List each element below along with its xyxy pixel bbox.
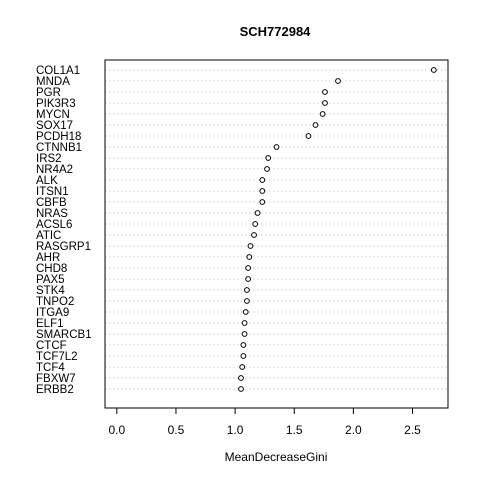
data-point <box>322 89 328 95</box>
category-label: NR4A2 <box>36 164 73 176</box>
category-label: PAX5 <box>36 274 65 286</box>
data-point <box>238 386 244 392</box>
data-point <box>241 331 248 337</box>
data-point <box>273 144 280 150</box>
data-points <box>238 67 437 392</box>
category-label: PCDH18 <box>36 131 81 143</box>
category-label: ATIC <box>36 230 61 242</box>
category-label: AHR <box>36 252 60 264</box>
data-point <box>252 221 259 227</box>
category-label: IRS2 <box>36 153 62 165</box>
category-label: FBXW7 <box>36 373 76 385</box>
data-point <box>240 342 247 348</box>
data-point <box>259 188 266 194</box>
category-label: STK4 <box>36 285 65 297</box>
data-point <box>259 199 266 205</box>
grid-lines <box>105 69 448 390</box>
category-label: SOX17 <box>36 120 73 132</box>
category-label: CBFB <box>36 197 67 209</box>
x-axis-label: MeanDecreaseGini <box>225 450 328 464</box>
data-point <box>239 364 246 370</box>
data-point <box>246 254 253 260</box>
category-label: TCF4 <box>36 362 65 374</box>
category-label: CTNNB1 <box>36 142 82 154</box>
x-tick-label: 1.0 <box>227 423 244 437</box>
x-tick-label: 1.5 <box>286 423 303 437</box>
category-label: MYCN <box>36 109 70 121</box>
data-point <box>430 67 437 73</box>
category-label: PGR <box>36 87 61 99</box>
category-label: ITGA9 <box>36 307 69 319</box>
x-tick-label: 2.5 <box>404 423 421 437</box>
data-point <box>247 243 254 249</box>
category-labels: COL1A1MNDAPGRPIK3R3MYCNSOX17PCDH18CTNNB1… <box>36 65 92 396</box>
data-point <box>242 309 249 315</box>
category-label: ERBB2 <box>36 384 74 396</box>
data-point <box>241 320 248 326</box>
category-label: TCF7L2 <box>36 351 78 363</box>
data-point <box>245 276 252 282</box>
category-label: NRAS <box>36 208 68 220</box>
category-label: RASGRP1 <box>36 241 91 253</box>
category-label: COL1A1 <box>36 65 80 77</box>
data-point <box>254 210 261 216</box>
data-point <box>312 122 319 128</box>
chart-title: SCH772984 <box>240 24 312 39</box>
data-point <box>251 232 257 238</box>
x-tick-label: 0.0 <box>108 423 125 437</box>
category-label: TNPO2 <box>36 296 74 308</box>
data-point <box>238 375 244 381</box>
category-label: ALK <box>36 175 58 187</box>
category-label: SMARCB1 <box>36 329 92 341</box>
data-point <box>305 133 312 139</box>
data-point <box>244 287 250 293</box>
category-label: CHD8 <box>36 263 67 275</box>
x-axis: 0.0 0.5 1.0 1.5 2.0 2.5 <box>108 407 421 437</box>
data-point <box>240 353 247 359</box>
data-point <box>322 100 328 106</box>
category-label: CTCF <box>36 340 67 352</box>
data-point <box>335 78 341 84</box>
data-point <box>244 298 250 304</box>
data-point <box>265 155 272 161</box>
x-tick-label: 0.5 <box>168 423 185 437</box>
data-point <box>319 111 326 117</box>
x-tick-label: 2.0 <box>345 423 362 437</box>
data-point <box>264 166 270 172</box>
category-label: ELF1 <box>36 318 64 330</box>
category-label: ACSL6 <box>36 219 72 231</box>
data-point <box>259 177 266 183</box>
category-label: ITSN1 <box>36 186 69 198</box>
plot-frame <box>104 59 449 409</box>
data-point <box>245 265 252 271</box>
category-label: MNDA <box>36 76 70 88</box>
category-label: PIK3R3 <box>36 98 76 110</box>
